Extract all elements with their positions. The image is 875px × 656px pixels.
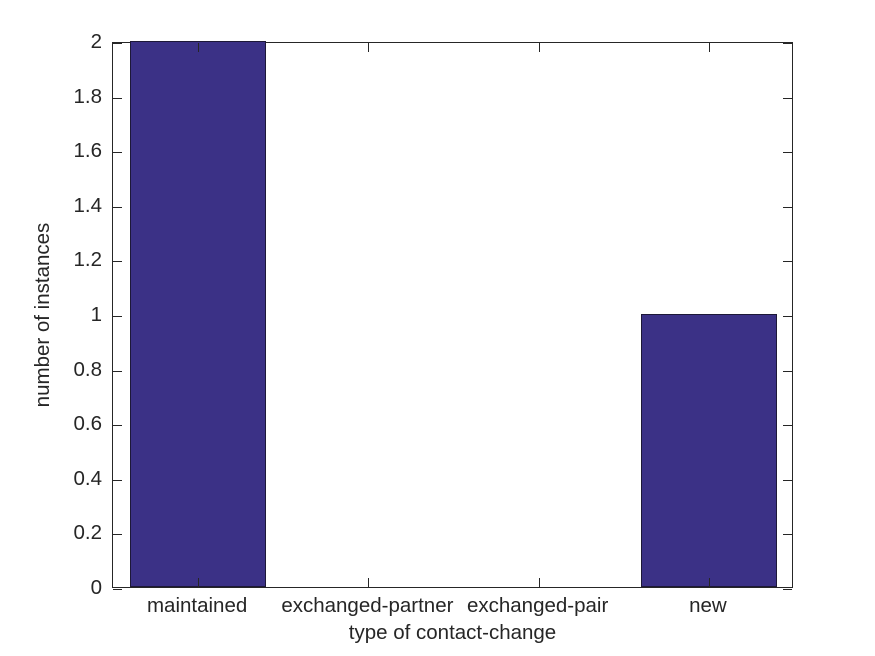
x-axis-tick bbox=[538, 578, 540, 587]
x-axis-tick-label: maintained bbox=[146, 594, 248, 617]
y-axis-tick bbox=[113, 425, 122, 427]
y-axis-tick-right bbox=[783, 206, 792, 208]
y-axis-tick-label: 1 bbox=[90, 303, 102, 326]
y-axis-tick bbox=[113, 370, 122, 372]
y-axis-tick-label: 0.6 bbox=[73, 412, 103, 436]
y-axis-tick-label: 1.6 bbox=[73, 139, 103, 163]
y-axis-tick-right bbox=[783, 589, 792, 590]
x-axis-tick bbox=[708, 578, 710, 587]
y-axis-tick-label: 0.8 bbox=[73, 357, 103, 381]
y-axis-tick bbox=[113, 479, 122, 481]
bars-layer bbox=[113, 41, 792, 587]
x-axis-tick bbox=[368, 578, 370, 587]
y-axis-tick bbox=[113, 534, 122, 536]
y-axis-tick-right bbox=[783, 534, 792, 536]
y-axis-tick bbox=[113, 316, 122, 317]
y-axis-tick-label: 0 bbox=[90, 576, 102, 599]
y-axis-tick-label: 0.4 bbox=[73, 466, 103, 490]
x-axis-tick-top bbox=[198, 43, 200, 52]
y-axis-tick bbox=[113, 206, 122, 208]
y-axis-tick-label: 1.4 bbox=[73, 193, 103, 217]
y-axis-tick-label: 1.2 bbox=[73, 248, 103, 272]
plot-area bbox=[112, 41, 793, 590]
x-axis-tick-top bbox=[368, 43, 370, 52]
y-axis-tick-label: 1.8 bbox=[73, 84, 103, 108]
y-axis-tick-right bbox=[783, 97, 792, 99]
y-axis-tick-label: 0.2 bbox=[73, 521, 103, 545]
y-axis-tick bbox=[113, 261, 122, 263]
x-axis-tick-label: exchanged-pair bbox=[466, 594, 609, 617]
x-axis-tick-label: exchanged-partner bbox=[281, 594, 454, 617]
y-axis-tick bbox=[113, 589, 122, 590]
y-axis-tick-label: 2 bbox=[90, 30, 102, 53]
bar bbox=[130, 41, 267, 587]
x-axis-tick-label: new bbox=[689, 594, 727, 617]
y-axis-tick-right bbox=[783, 425, 792, 427]
y-axis-tick-right bbox=[783, 370, 792, 372]
y-axis-tick bbox=[113, 97, 122, 99]
x-axis-label: type of contact-change bbox=[348, 621, 557, 644]
y-axis-tick-right bbox=[783, 479, 792, 481]
x-axis-tick-top bbox=[708, 43, 710, 52]
bar bbox=[640, 314, 777, 587]
y-axis-tick-right bbox=[783, 261, 792, 263]
x-axis-tick bbox=[198, 578, 200, 587]
y-axis-tick-right bbox=[783, 152, 792, 154]
y-axis-tick bbox=[113, 152, 122, 154]
y-axis-tick bbox=[113, 43, 122, 44]
x-axis-tick-top bbox=[538, 43, 540, 52]
y-axis-tick-right bbox=[783, 316, 792, 317]
y-axis-tick-right bbox=[783, 43, 792, 44]
